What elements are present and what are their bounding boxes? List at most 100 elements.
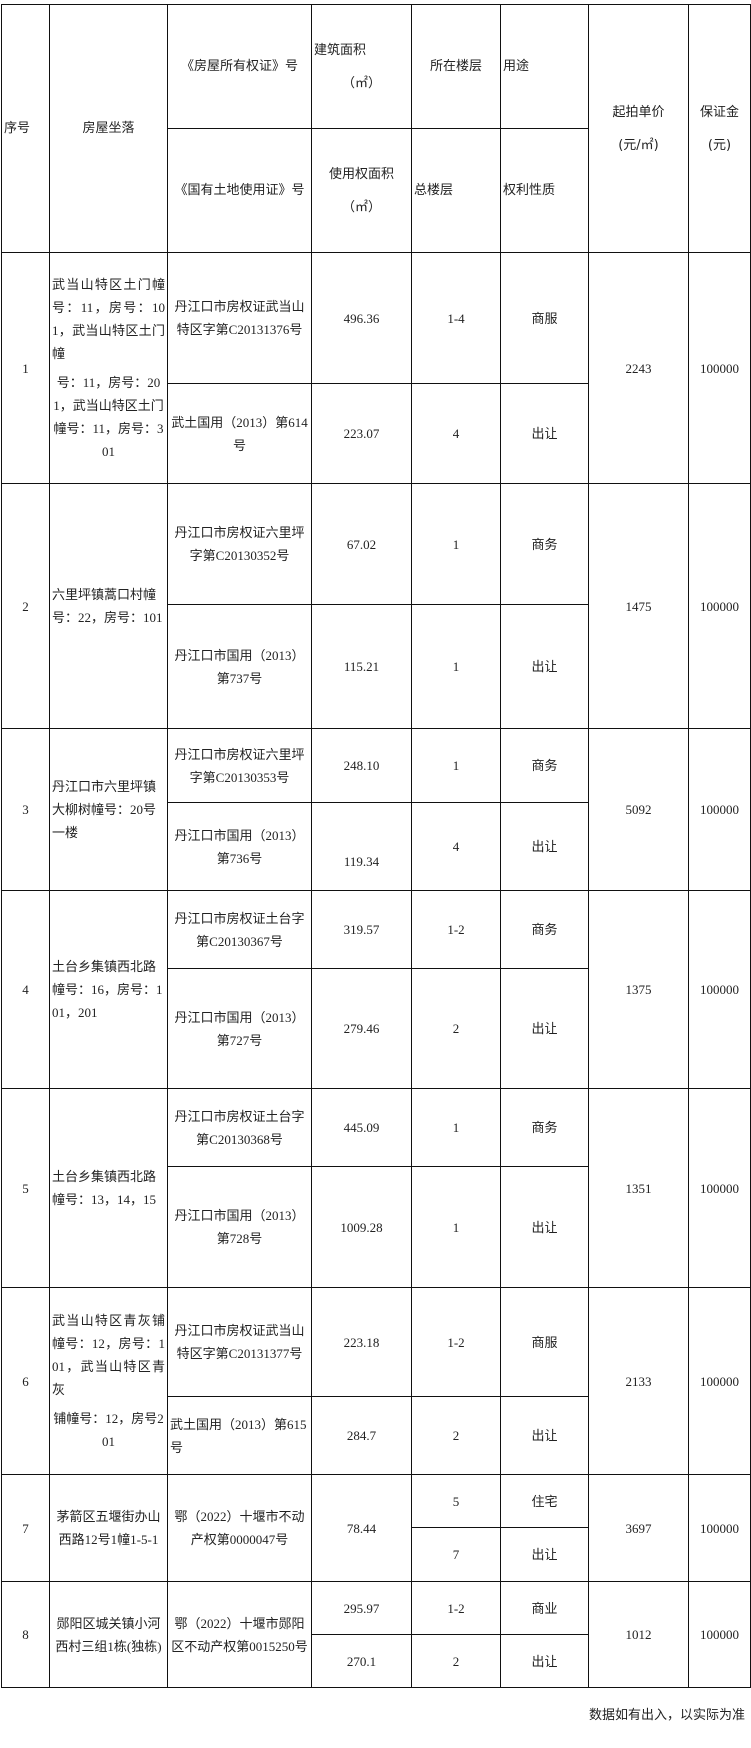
cell-price: 1351 bbox=[588, 1088, 689, 1288]
table-row: 1 武当山特区土门幢号：11，房号：101，武当山特区土门幢 号：11，房号：20… bbox=[1, 252, 751, 484]
table-row: 7 茅箭区五堰街办山西路12号1幢1-5-1 鄂（2022）十堰市不动产权第00… bbox=[1, 1474, 751, 1582]
cell-price: 2133 bbox=[588, 1287, 689, 1475]
header-building-area-label: 建筑面积 bbox=[314, 42, 367, 58]
location-part: 武当山特区青灰铺幢号：12，房号：101，武当山特区青灰 bbox=[52, 1313, 165, 1397]
header-deposit: 保证金 (元) bbox=[688, 4, 751, 253]
cell-right-nature: 出让 bbox=[500, 604, 589, 729]
cell-deposit: 100000 bbox=[688, 1287, 751, 1475]
cell-area: 284.7 bbox=[311, 1396, 412, 1475]
cell-floor: 7 bbox=[411, 1527, 501, 1582]
cell-deposit: 100000 bbox=[688, 1474, 751, 1582]
cell-area: 270.1 bbox=[311, 1634, 412, 1688]
table-row: 4 土台乡集镇西北路幢号：16，房号：101，201 丹江口市房权证土台字第C2… bbox=[1, 890, 751, 1089]
cell-right-nature: 出让 bbox=[500, 1396, 589, 1475]
header-usage: 用途 bbox=[500, 4, 589, 129]
cell-area: 279.46 bbox=[311, 968, 412, 1089]
table-row: 3 丹江口市六里坪镇大柳树幢号：20号一楼 丹江口市房权证六里坪字第C20130… bbox=[1, 728, 751, 891]
cell-cert: 鄂（2022）十堰市不动产权第0000047号 bbox=[167, 1474, 312, 1582]
cell-land-cert: 丹江口市国用（2013）第727号 bbox=[167, 968, 312, 1089]
cell-usage: 商务 bbox=[500, 1088, 589, 1167]
header-unit-price-unit: (元/㎡) bbox=[618, 137, 659, 153]
cell-floor: 1 bbox=[411, 1088, 501, 1167]
cell-floor: 1 bbox=[411, 1166, 501, 1288]
cell-area: 496.36 bbox=[311, 252, 412, 384]
cell-usage: 商业 bbox=[500, 1581, 589, 1635]
cell-area: 115.21 bbox=[311, 604, 412, 729]
cell-house-cert: 丹江口市房权证六里坪字第C20130352号 bbox=[167, 483, 312, 605]
cell-land-cert: 武土国用（2013）第614号 bbox=[167, 383, 312, 484]
location-part: 武当山特区土门幢号：11，房号：101，武当山特区土门幢 bbox=[52, 277, 165, 361]
cell-floor: 1-4 bbox=[411, 252, 501, 384]
cell-floor: 5 bbox=[411, 1474, 501, 1528]
header-land-cert: 《国有土地使用证》号 bbox=[167, 128, 312, 253]
table-row: 6 武当山特区青灰铺幢号：12，房号：101，武当山特区青灰 铺幢号：12，房号2… bbox=[1, 1287, 751, 1475]
cell-floor: 1 bbox=[411, 728, 501, 803]
cell-right-nature: 出让 bbox=[500, 802, 589, 891]
header-building-area-unit: （㎡） bbox=[341, 75, 381, 91]
cell-cert: 鄂（2022）十堰市郧阳区不动产权第0015250号 bbox=[167, 1581, 312, 1688]
header-use-area-unit: （㎡） bbox=[341, 199, 381, 215]
cell-area: 223.07 bbox=[311, 383, 412, 484]
table-row: 2 六里坪镇蒿口村幢号：22，房号：101 丹江口市房权证六里坪字第C20130… bbox=[1, 483, 751, 729]
header-location: 房屋坐落 bbox=[49, 4, 168, 253]
cell-area: 248.10 bbox=[311, 728, 412, 803]
header-deposit-unit: (元) bbox=[707, 137, 732, 153]
cell-seq: 8 bbox=[1, 1581, 50, 1688]
cell-area: 1009.28 bbox=[311, 1166, 412, 1288]
cell-area: 119.34 bbox=[311, 802, 412, 891]
cell-floor: 1-2 bbox=[411, 890, 501, 969]
cell-land-cert: 丹江口市国用（2013）第737号 bbox=[167, 604, 312, 729]
cell-right-nature: 出让 bbox=[500, 1634, 589, 1688]
cell-usage: 商服 bbox=[500, 252, 589, 384]
cell-deposit: 100000 bbox=[688, 1581, 751, 1688]
cell-deposit: 100000 bbox=[688, 483, 751, 729]
cell-right-nature: 出让 bbox=[500, 968, 589, 1089]
cell-seq: 1 bbox=[1, 252, 50, 484]
cell-price: 5092 bbox=[588, 728, 689, 891]
cell-area: 78.44 bbox=[311, 1474, 412, 1582]
cell-location: 土台乡集镇西北路幢号：16，房号：101，201 bbox=[49, 890, 168, 1089]
cell-area: 295.97 bbox=[311, 1581, 412, 1635]
cell-price: 1012 bbox=[588, 1581, 689, 1688]
cell-floor: 4 bbox=[411, 383, 501, 484]
cell-location: 武当山特区土门幢号：11，房号：101，武当山特区土门幢 号：11，房号：201，… bbox=[49, 252, 168, 484]
header-house-cert: 《房屋所有权证》号 bbox=[167, 4, 312, 129]
cell-area: 67.02 bbox=[311, 483, 412, 605]
cell-seq: 5 bbox=[1, 1088, 50, 1288]
cell-usage: 商务 bbox=[500, 728, 589, 803]
cell-house-cert: 丹江口市房权证武当山特区字第C20131376号 bbox=[167, 252, 312, 384]
header-unit-price-label: 起拍单价 bbox=[612, 104, 665, 120]
table-row: 8 郧阳区城关镇小河西村三组1栋(独栋) 鄂（2022）十堰市郧阳区不动产权第0… bbox=[1, 1581, 751, 1688]
cell-usage: 商务 bbox=[500, 890, 589, 969]
header-deposit-label: 保证金 bbox=[699, 104, 739, 120]
cell-deposit: 100000 bbox=[688, 728, 751, 891]
cell-floor: 1 bbox=[411, 483, 501, 605]
cell-floor: 2 bbox=[411, 968, 501, 1089]
cell-land-cert: 武土国用（2013）第615号 bbox=[167, 1396, 312, 1475]
cell-price: 1375 bbox=[588, 890, 689, 1089]
cell-seq: 3 bbox=[1, 728, 50, 891]
cell-floor: 1-2 bbox=[411, 1581, 501, 1635]
header-building-area: 建筑面积 （㎡） bbox=[311, 4, 412, 129]
cell-house-cert: 丹江口市房权证武当山特区字第C20131377号 bbox=[167, 1287, 312, 1397]
table-row: 5 土台乡集镇西北路幢号：13，14，15 丹江口市房权证土台字第C201303… bbox=[1, 1088, 751, 1288]
header-total-floors: 总楼层 bbox=[411, 128, 501, 253]
cell-location: 武当山特区青灰铺幢号：12，房号：101，武当山特区青灰 铺幢号：12，房号201 bbox=[49, 1287, 168, 1475]
cell-area: 319.57 bbox=[311, 890, 412, 969]
cell-location: 土台乡集镇西北路幢号：13，14，15 bbox=[49, 1088, 168, 1288]
cell-floor: 1-2 bbox=[411, 1287, 501, 1397]
cell-area: 223.18 bbox=[311, 1287, 412, 1397]
cell-house-cert: 丹江口市房权证土台字第C20130368号 bbox=[167, 1088, 312, 1167]
cell-land-cert: 丹江口市国用（2013）第736号 bbox=[167, 802, 312, 891]
cell-land-cert: 丹江口市国用（2013）第728号 bbox=[167, 1166, 312, 1288]
cell-seq: 7 bbox=[1, 1474, 50, 1582]
cell-usage: 商务 bbox=[500, 483, 589, 605]
cell-price: 3697 bbox=[588, 1474, 689, 1582]
cell-area: 445.09 bbox=[311, 1088, 412, 1167]
cell-floor: 2 bbox=[411, 1396, 501, 1475]
cell-seq: 4 bbox=[1, 890, 50, 1089]
cell-deposit: 100000 bbox=[688, 252, 751, 484]
header-floor: 所在楼层 bbox=[411, 4, 501, 129]
cell-price: 2243 bbox=[588, 252, 689, 484]
cell-price: 1475 bbox=[588, 483, 689, 729]
